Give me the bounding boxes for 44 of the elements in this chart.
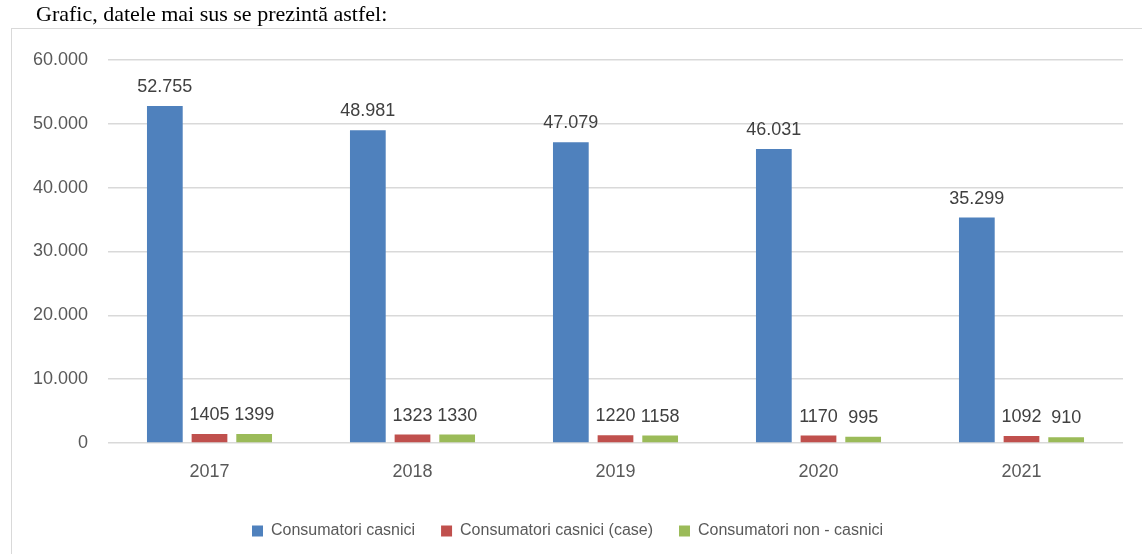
chart-title: Grafic, datele mai sus se prezintă astfel: (36, 1, 388, 26)
data-label: 35.299 (949, 187, 1005, 208)
legend-label: Consumatori casnici (271, 521, 416, 539)
data-label: 995 (848, 406, 879, 427)
y-tick-label: 40.000 (32, 176, 88, 197)
data-label: 1405 (189, 404, 230, 425)
bar (349, 130, 386, 443)
data-label: 1330 (437, 404, 478, 425)
data-label: 1220 (595, 405, 636, 426)
y-tick-label: 50.000 (32, 112, 88, 133)
bar (755, 149, 792, 443)
data-label: 910 (1051, 407, 1082, 428)
y-tick-label: 60.000 (32, 48, 88, 69)
data-label: 1399 (234, 404, 275, 425)
bar (439, 434, 476, 443)
y-tick-label: 0 (77, 431, 88, 452)
x-tick-label: 2017 (189, 460, 230, 481)
data-label: 46.031 (746, 119, 802, 140)
data-label: 47.079 (543, 112, 599, 133)
data-label: 1158 (640, 405, 680, 426)
bar (845, 436, 882, 443)
y-tick-label: 20.000 (32, 304, 88, 325)
legend-label: Consumatori non - casnici (698, 521, 883, 539)
data-label: 48.981 (340, 100, 396, 121)
x-tick-label: 2019 (595, 460, 636, 481)
legend-label: Consumatori casnici (case) (460, 521, 654, 539)
bar (642, 435, 679, 443)
bar (191, 434, 228, 443)
data-label: 52.755 (137, 76, 193, 97)
bar (552, 142, 589, 443)
bar (1048, 437, 1085, 443)
bar (146, 106, 183, 443)
data-label: 1323 (392, 404, 433, 425)
x-tick-label: 2018 (392, 460, 433, 481)
x-tick-label: 2021 (1001, 460, 1042, 481)
bar (236, 434, 273, 443)
bar (958, 217, 995, 443)
data-label: 1092 (1001, 406, 1042, 427)
bar (597, 435, 634, 443)
x-tick-label: 2020 (798, 460, 839, 481)
y-tick-label: 30.000 (32, 240, 88, 261)
data-label: 1170 (799, 405, 838, 426)
bar (1003, 436, 1040, 443)
y-tick-label: 10.000 (32, 368, 88, 389)
